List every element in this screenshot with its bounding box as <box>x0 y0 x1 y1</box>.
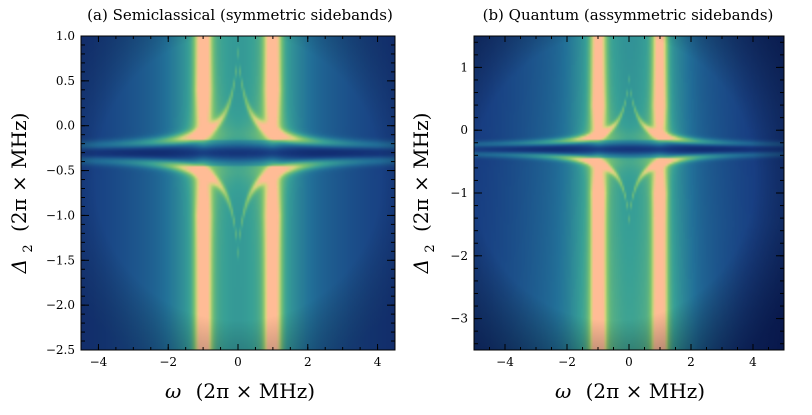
panel-b-ytick-label: −1 <box>450 186 468 200</box>
panel-b-vignette <box>474 36 784 350</box>
panel-a: (a) Semiclassical (symmetric sidebands) … <box>7 6 396 403</box>
panel-b-xtick-label: −2 <box>558 355 576 369</box>
panel-a-title: (a) Semiclassical (symmetric sidebands) <box>87 6 393 24</box>
panel-b-xtick-label: 2 <box>687 355 695 369</box>
panel-a-xtick-label: −2 <box>159 355 177 369</box>
panel-b-xtick-label: 0 <box>625 355 633 369</box>
panel-a-xtick-label: 4 <box>374 355 382 369</box>
panel-b-xlabel-symbol: ω <box>555 379 571 403</box>
panel-b-ylabel-subscript: 2 <box>423 244 438 252</box>
panel-a-ytick-label: −0.5 <box>46 164 75 178</box>
panel-b-ticks: −4 −2 0 2 4 −3 −2 −1 0 1 <box>450 36 785 369</box>
panel-a-ytick-label: 0.0 <box>56 119 75 133</box>
panel-a-xlabel-unit: (2π × MHz) <box>196 379 315 403</box>
panel-b-ylabel-symbol: Δ <box>409 259 433 274</box>
panel-a-ytick-label: −1.0 <box>46 208 75 222</box>
panel-a-xlabel-symbol: ω <box>165 379 181 403</box>
panel-b-xlabel: ω (2π × MHz) <box>555 379 705 403</box>
panel-b: (b) Quantum (assymmetric sidebands) −4 −2… <box>409 6 785 403</box>
panel-b-ylabel-unit: (2π × MHz) <box>409 113 433 232</box>
panel-b-xlabel-unit: (2π × MHz) <box>586 379 705 403</box>
panel-a-xtick-label: 0 <box>234 355 242 369</box>
panel-b-xtick-label: −4 <box>496 355 514 369</box>
panel-a-ticks: −4 −2 0 2 4 −2.5 −2.0 −1.5 −1.0 −0.5 0.0 0.5 1.0 <box>46 29 396 369</box>
panel-a-ylabel-subscript: 2 <box>21 244 36 252</box>
panel-a-ytick-label: 1.0 <box>56 29 75 43</box>
panel-a-xlabel: ω (2π × MHz) <box>165 379 315 403</box>
panel-a-xtick-label: 2 <box>304 355 312 369</box>
panel-b-ytick-label: −3 <box>450 312 468 326</box>
panel-b-title: (b) Quantum (assymmetric sidebands) <box>483 6 774 24</box>
panel-a-ytick-label: −1.5 <box>46 253 75 267</box>
panel-a-ytick-label: −2.0 <box>46 298 75 312</box>
panel-b-ylabel: Δ 2 (2π × MHz) <box>409 113 439 275</box>
panel-a-xtick-label: −4 <box>90 355 108 369</box>
panel-a-ytick-label: −2.5 <box>46 343 75 357</box>
panel-a-ytick-label: 0.5 <box>56 74 75 88</box>
panel-b-ytick-label: 0 <box>460 123 468 137</box>
panel-b-xtick-label: 4 <box>749 355 757 369</box>
panel-a-ylabel: Δ 2 (2π × MHz) <box>7 113 37 275</box>
panel-a-ylabel-symbol: Δ <box>7 259 31 274</box>
panel-b-ytick-label: 1 <box>460 60 468 74</box>
panel-a-vignette <box>81 36 395 350</box>
panel-a-ylabel-unit: (2π × MHz) <box>7 113 31 232</box>
panel-b-ytick-label: −2 <box>450 249 468 263</box>
